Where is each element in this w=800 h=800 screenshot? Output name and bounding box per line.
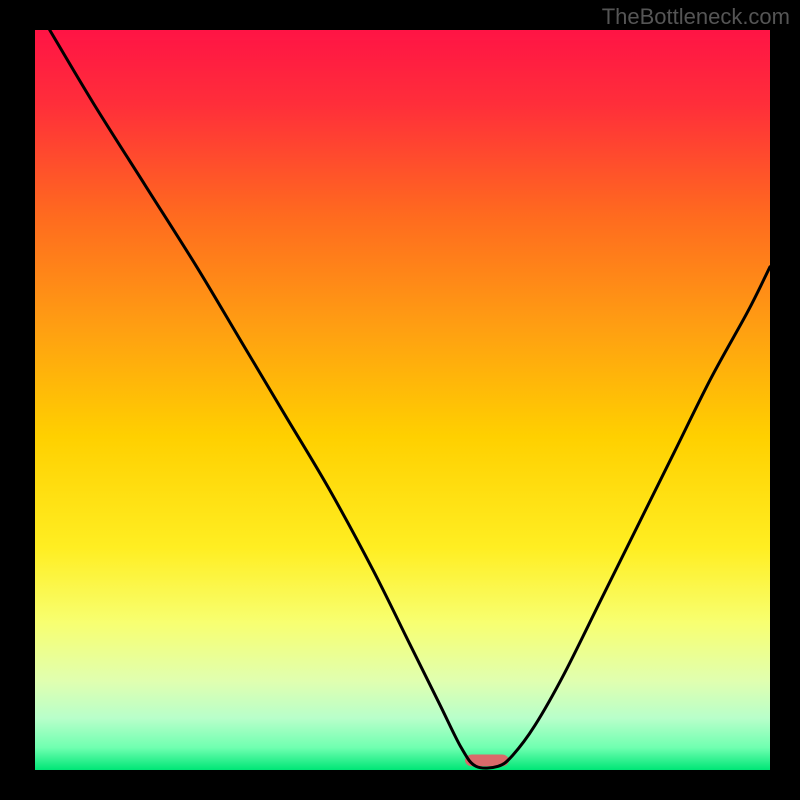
chart-container: TheBottleneck.com bbox=[0, 0, 800, 800]
bottleneck-line-chart bbox=[35, 30, 770, 770]
watermark-text: TheBottleneck.com bbox=[602, 4, 790, 30]
plot-background bbox=[35, 30, 770, 770]
